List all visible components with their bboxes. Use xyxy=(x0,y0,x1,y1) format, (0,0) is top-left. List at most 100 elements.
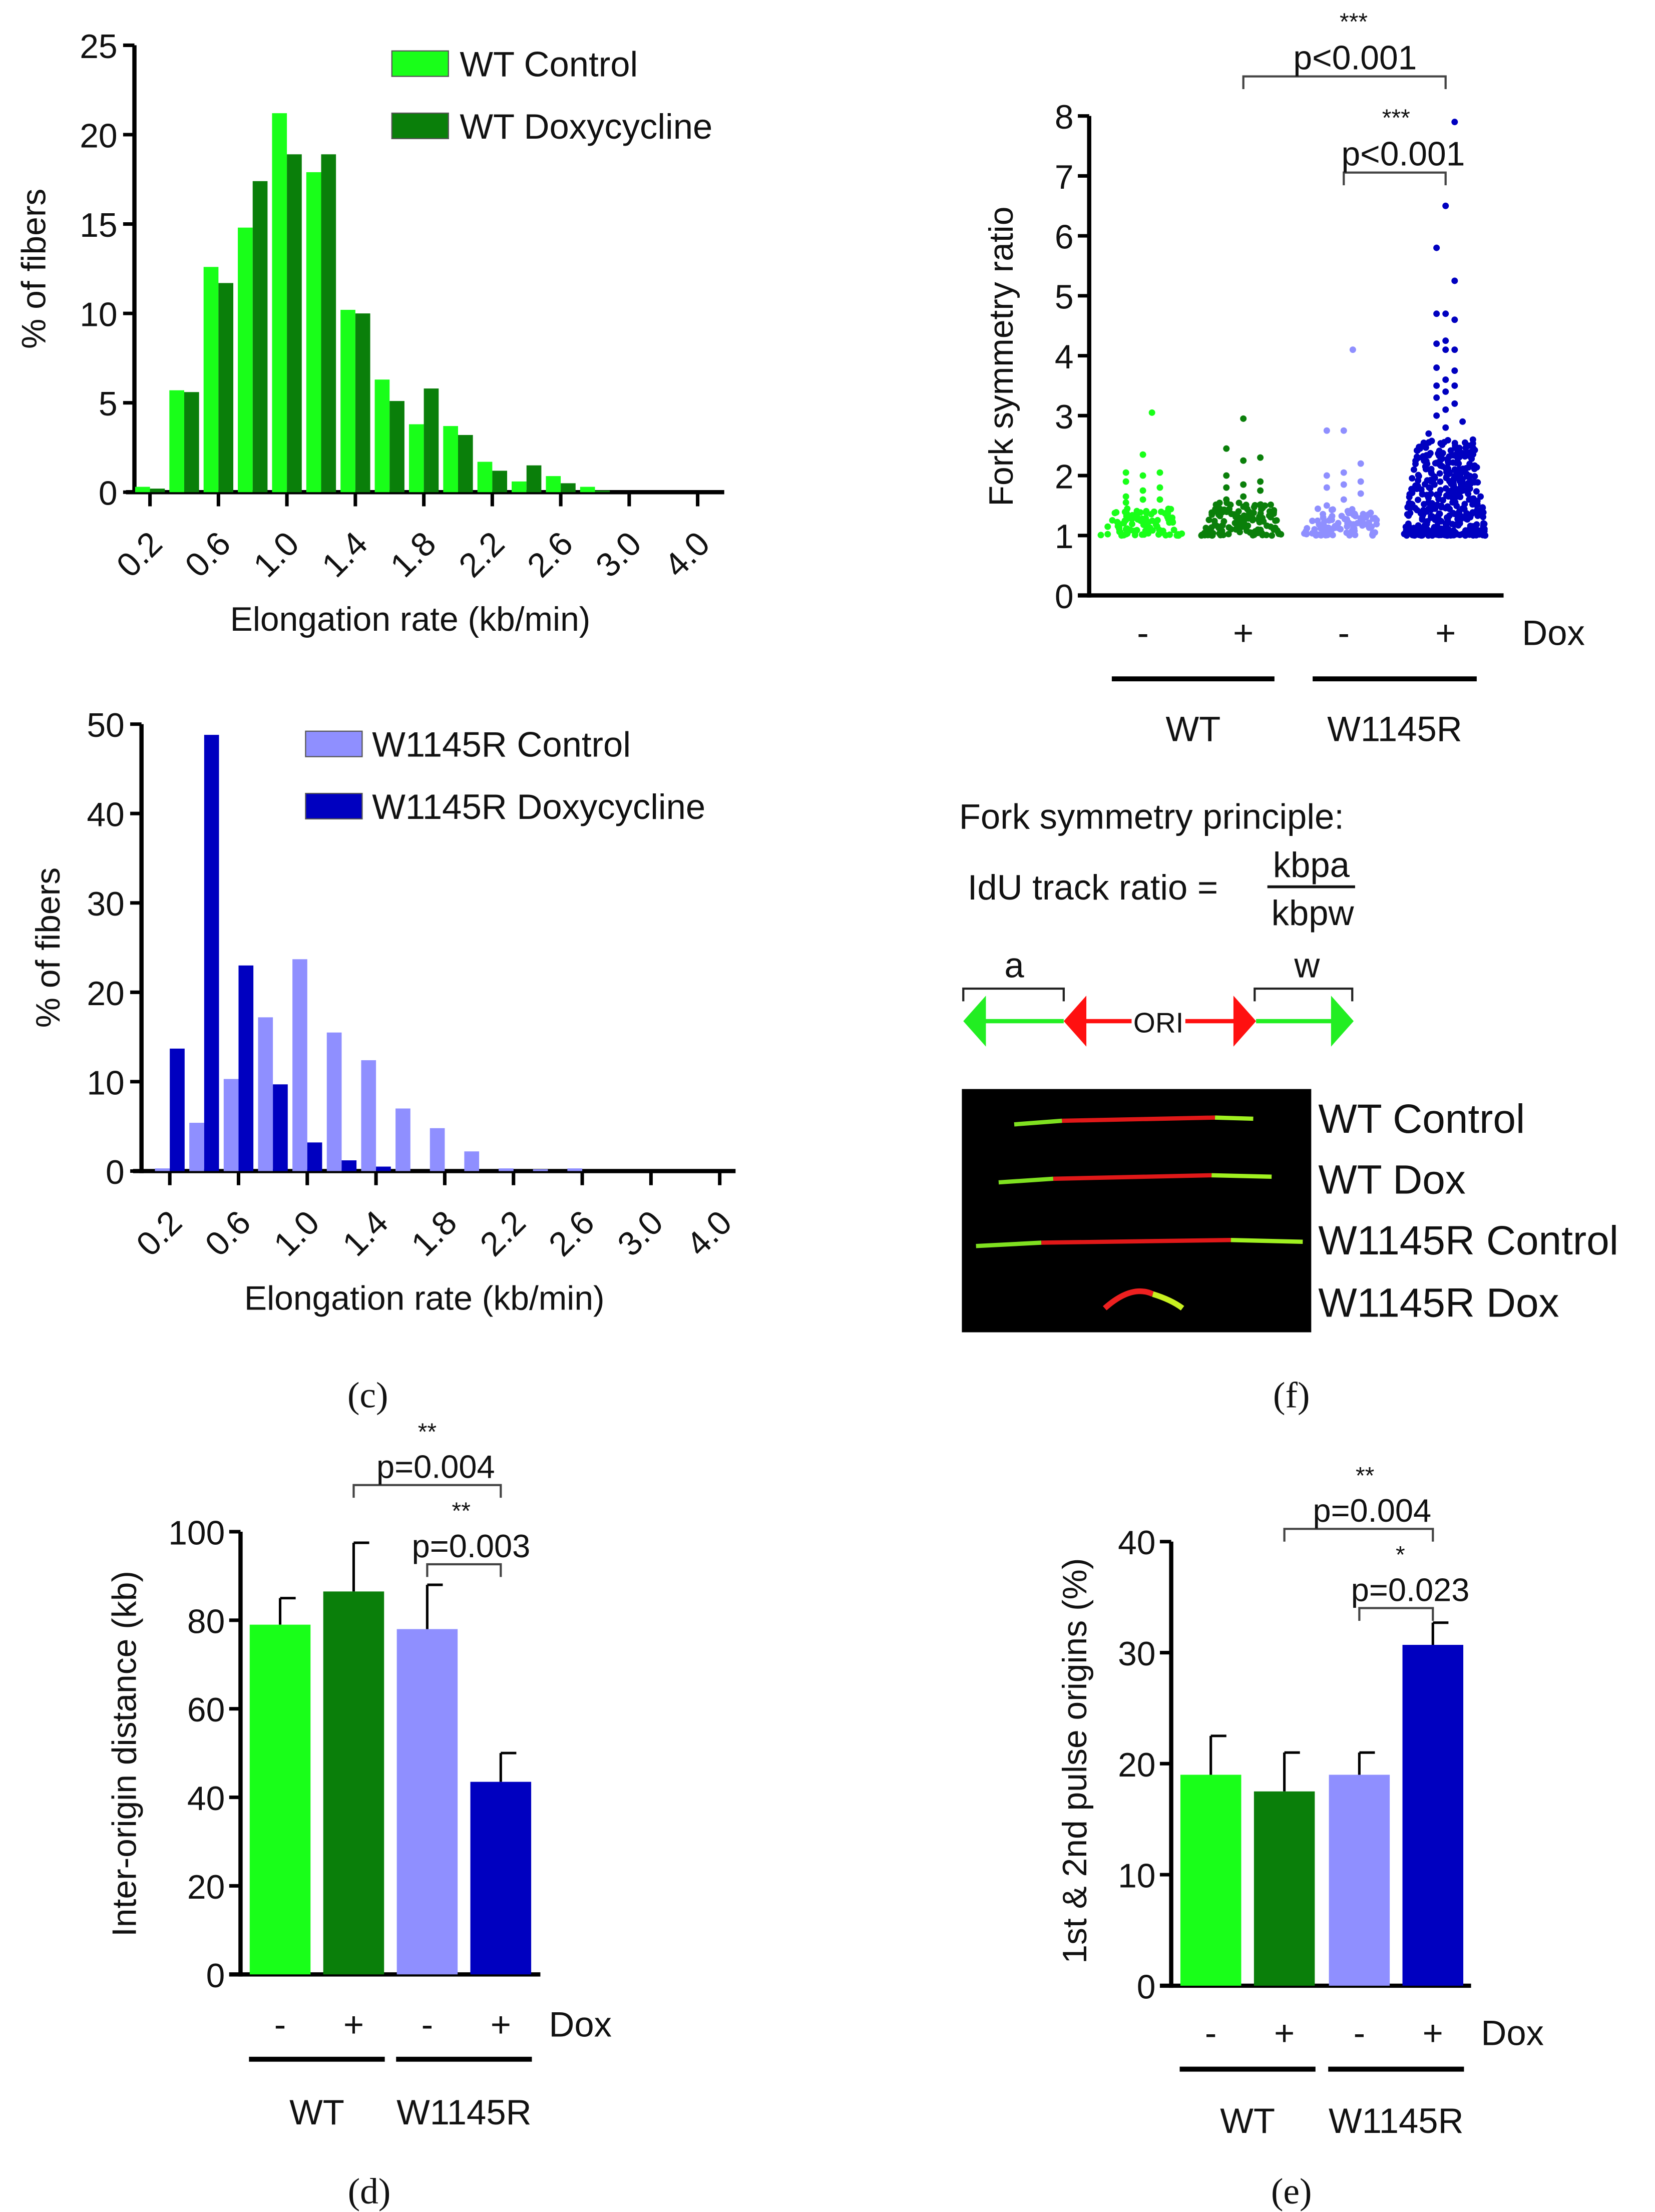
data-point xyxy=(1469,496,1476,503)
dna-fibers xyxy=(976,1115,1303,1311)
data-point xyxy=(1434,493,1441,500)
bar-w1145r-control-0.2 xyxy=(155,1168,170,1171)
data-point xyxy=(1413,454,1420,461)
data-point xyxy=(1436,448,1443,455)
y-tick-label: 7 xyxy=(1055,159,1074,196)
data-point xyxy=(1425,452,1432,459)
y-tick-label: 3 xyxy=(1055,398,1074,436)
dox-label: Dox xyxy=(549,2005,612,2044)
data-point xyxy=(1433,244,1440,251)
data-point xyxy=(1314,505,1321,512)
x-tick-label: 4.0 xyxy=(679,1203,739,1263)
bar-wt-doxycycline-0.6 xyxy=(218,283,234,493)
data-point xyxy=(1456,511,1463,518)
formula-numerator: kbpa xyxy=(1273,845,1350,884)
data-point xyxy=(1323,502,1330,509)
data-point xyxy=(1363,514,1370,521)
data-point xyxy=(1278,531,1285,538)
data-point xyxy=(1453,503,1460,510)
data-point xyxy=(1416,444,1423,451)
data-point xyxy=(1344,523,1351,530)
data-point xyxy=(1131,529,1138,536)
data-point xyxy=(1240,512,1248,519)
fiber-green-segment xyxy=(1152,1291,1184,1311)
data-point xyxy=(1459,505,1466,512)
dox-sign: + xyxy=(1423,2013,1443,2053)
label-a: a xyxy=(1004,945,1024,985)
data-point xyxy=(1272,524,1279,531)
dox-label: Dox xyxy=(1481,2013,1544,2053)
bar-wt-doxycycline-1.0 xyxy=(287,154,302,493)
data-point xyxy=(1335,520,1342,527)
bar-1 xyxy=(249,1624,311,1975)
fiber-green-segment xyxy=(1014,1118,1062,1127)
data-point xyxy=(1433,340,1440,347)
data-point xyxy=(1264,522,1271,529)
significance-bracket xyxy=(1242,75,1447,90)
significance-bracket xyxy=(1343,171,1447,186)
bar-wt-control-2.0 xyxy=(443,426,458,493)
data-point xyxy=(1143,510,1150,517)
fiber-green-segment xyxy=(976,1240,1042,1248)
p-value-label: p=0.023 xyxy=(1351,1571,1470,1608)
group-label: W1145R xyxy=(1327,709,1462,749)
data-point xyxy=(1424,477,1431,484)
data-point xyxy=(1451,367,1458,374)
data-point xyxy=(1104,531,1111,538)
bar-w1145r-control-2.6 xyxy=(567,1168,583,1171)
y-tick-label: 5 xyxy=(99,385,118,423)
data-point xyxy=(1128,516,1135,523)
data-point xyxy=(1451,382,1458,389)
bar-wt-doxycycline-2.2 xyxy=(492,471,508,493)
significance-bracket xyxy=(1358,1607,1434,1621)
y-tick-label: 60 xyxy=(187,1691,225,1729)
data-point xyxy=(1240,503,1247,510)
data-point xyxy=(1436,470,1443,477)
x-tick-label: 3.0 xyxy=(589,525,649,585)
bar-w1145r-control-0.8 xyxy=(258,1017,273,1171)
bar-wt-doxycycline-0.4 xyxy=(184,392,199,493)
data-point xyxy=(1269,532,1276,539)
x-tick-label: 1.4 xyxy=(315,525,375,585)
data-point xyxy=(1435,524,1442,531)
data-point xyxy=(1465,491,1472,498)
scatter-group-4 xyxy=(1401,119,1489,539)
data-point xyxy=(1223,445,1230,452)
bar-w1145r-control-0.4 xyxy=(189,1123,204,1171)
data-point xyxy=(1205,517,1212,524)
data-point xyxy=(1259,532,1266,539)
bar-wt-control-0.8 xyxy=(238,227,253,493)
y-axis-label-fork-symmetry: Fork symmetry ratio xyxy=(983,207,1020,507)
data-point xyxy=(1417,532,1424,539)
significance-stars: ** xyxy=(418,1419,437,1445)
data-point xyxy=(1335,525,1342,532)
data-point xyxy=(1439,497,1446,504)
scatter-group-1 xyxy=(1097,409,1185,539)
data-point xyxy=(1169,514,1176,521)
image-label-wt-dox: WT Dox xyxy=(1318,1157,1465,1203)
data-point xyxy=(1148,409,1155,416)
data-point xyxy=(1454,491,1461,498)
data-point xyxy=(1471,479,1478,486)
data-point xyxy=(1228,511,1235,518)
data-point xyxy=(1464,527,1471,534)
label-w: w xyxy=(1294,945,1320,985)
fiber-red-segment xyxy=(1062,1115,1215,1123)
legend-mut-dox: W1145R Doxycycline xyxy=(372,787,705,826)
bar-wt-doxycycline-1.6 xyxy=(389,401,404,493)
data-point xyxy=(1133,510,1140,517)
data-point xyxy=(1451,400,1458,407)
bar-w1145r-control-1.6 xyxy=(395,1108,410,1171)
data-point xyxy=(1104,523,1111,530)
red-arrowhead-right-icon xyxy=(1233,996,1257,1047)
x-tick-label: 0.2 xyxy=(110,525,170,585)
data-point xyxy=(1097,532,1104,539)
dox-sign: + xyxy=(1233,613,1254,652)
fiber-image xyxy=(962,1089,1312,1333)
data-point xyxy=(1170,527,1177,534)
x-axis-label-hist-mut: Elongation rate (kb/min) xyxy=(244,1279,605,1317)
data-point xyxy=(1340,496,1347,503)
data-point xyxy=(1447,447,1454,454)
data-point xyxy=(1451,277,1458,284)
data-point xyxy=(1436,452,1443,459)
